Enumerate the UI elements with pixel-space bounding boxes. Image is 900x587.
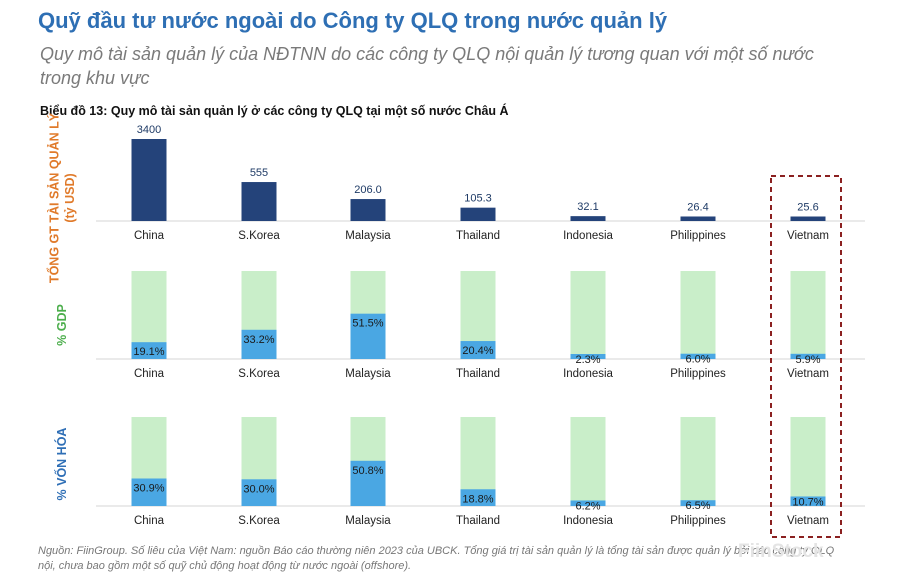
capitalization-bar-thailand — [460, 489, 496, 506]
gdp-value-label: 19.1% — [133, 346, 164, 358]
gdp-category-label: Vietnam — [787, 368, 829, 380]
aum-category-label: Indonesia — [563, 230, 613, 242]
gdp-value-label: 51.5% — [352, 318, 383, 330]
aum-value-label: 26.4 — [687, 201, 708, 213]
capitalization-category-label: Vietnam — [787, 515, 829, 527]
capitalization-bar-philippines — [680, 500, 716, 506]
capitalization-value-label: 10.7% — [792, 496, 823, 508]
gdp-category-label: Indonesia — [563, 368, 613, 380]
gdp-bar-china — [131, 342, 167, 359]
gdp-background-bar-vietnam — [790, 271, 826, 359]
gdp-bar-thailand — [460, 341, 496, 359]
aum-value-label: 206.0 — [354, 184, 382, 196]
capitalization-value-label: 50.8% — [352, 465, 383, 477]
aum-category-label: China — [134, 230, 165, 242]
gdp-bar-malaysia — [350, 313, 386, 359]
aum-bar-malaysia — [350, 199, 386, 221]
capitalization-category-label: Thailand — [456, 515, 500, 527]
gdp-bar-indonesia — [570, 354, 606, 359]
gdp-value-label: 6.0% — [685, 354, 710, 366]
capitalization-category-label: Malaysia — [345, 515, 391, 527]
aum-bar-indonesia — [570, 216, 606, 221]
gdp-category-label: China — [134, 368, 165, 380]
source-note: Nguồn: FiinGroup. Số liêu của Việt Nam: … — [38, 545, 835, 572]
aum-category-label: Vietnam — [787, 230, 829, 242]
gdp-axis-label: % GDP — [55, 304, 69, 346]
gdp-value-label: 5.9% — [795, 354, 820, 366]
aum-value-label: 105.3 — [464, 193, 492, 205]
aum-value-label: 25.6 — [797, 202, 818, 214]
capitalization-value-label: 18.8% — [462, 493, 493, 505]
gdp-bar-skorea — [241, 329, 277, 359]
aum-bar-philippines — [680, 216, 716, 221]
capitalization-background-bar-indonesia — [570, 417, 606, 506]
gdp-category-label: Malaysia — [345, 368, 391, 380]
aum-axis-label: TỔNG GT TÀI SẢN QUẢN LÝ (tỷ USD) — [47, 112, 78, 283]
capitalization-category-label: Philippines — [670, 515, 726, 527]
chart-title: Biểu đồ 13: Quy mô tài sản quản lý ở các… — [40, 104, 509, 118]
capitalization-bar-vietnam — [790, 496, 826, 506]
capitalization-background-bar-philippines — [680, 417, 716, 506]
aum-value-label: 32.1 — [577, 201, 598, 213]
aum-bar-thailand — [460, 207, 496, 221]
page-title: Quỹ đầu tư nước ngoài do Công ty QLQ tro… — [38, 8, 668, 33]
aum-value-label: 555 — [250, 167, 268, 179]
capitalization-value-label: 6.5% — [685, 500, 710, 512]
capitalization-axis-label: % VỐN HÓA — [54, 428, 69, 501]
capitalization-category-label: Indonesia — [563, 515, 613, 527]
page-subtitle: Quy mô tài sản quản lý của NĐTNN do các … — [40, 44, 814, 88]
gdp-value-label: 20.4% — [462, 345, 493, 357]
aum-bar-china — [131, 139, 167, 221]
watermark-text: FiinStock — [738, 541, 824, 562]
aum-category-label: S.Korea — [238, 230, 280, 242]
capitalization-bar-skorea — [241, 479, 277, 506]
gdp-bar-vietnam — [790, 353, 826, 359]
aum-category-label: Thailand — [456, 230, 500, 242]
capitalization-bar-indonesia — [570, 500, 606, 506]
gdp-value-label: 33.2% — [243, 334, 274, 346]
gdp-bar-philippines — [680, 353, 716, 359]
capitalization-category-label: S.Korea — [238, 515, 280, 527]
gdp-background-bar-indonesia — [570, 271, 606, 359]
gdp-category-label: Philippines — [670, 368, 726, 380]
capitalization-bar-malaysia — [350, 460, 386, 506]
capitalization-value-label: 6.2% — [575, 500, 600, 512]
aum-category-label: Philippines — [670, 230, 726, 242]
capitalization-bar-china — [131, 478, 167, 506]
aum-bar-vietnam — [790, 216, 826, 221]
gdp-background-bar-philippines — [680, 271, 716, 359]
gdp-value-label: 2.3% — [575, 354, 600, 366]
aum-bar-skorea — [241, 182, 277, 221]
gdp-category-label: S.Korea — [238, 368, 280, 380]
aum-value-label: 3400 — [137, 124, 161, 136]
aum-category-label: Malaysia — [345, 230, 391, 242]
capitalization-background-bar-vietnam — [790, 417, 826, 506]
capitalization-value-label: 30.9% — [133, 482, 164, 494]
capitalization-category-label: China — [134, 515, 165, 527]
capitalization-value-label: 30.0% — [243, 483, 274, 495]
gdp-category-label: Thailand — [456, 368, 500, 380]
